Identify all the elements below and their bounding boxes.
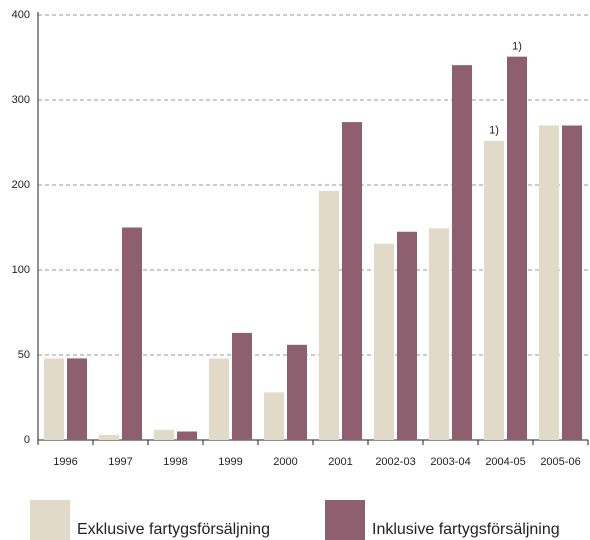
legend-swatch xyxy=(325,500,365,540)
bar xyxy=(177,431,197,440)
bar xyxy=(154,429,174,440)
bar xyxy=(319,190,339,440)
x-tick-label: 1998 xyxy=(163,456,187,468)
legend-swatch xyxy=(30,500,70,540)
bar xyxy=(539,125,559,440)
x-tick-label: 1999 xyxy=(218,456,242,468)
y-tick-label: 50 xyxy=(18,349,30,361)
x-tick-label: 2001 xyxy=(328,456,352,468)
bar xyxy=(374,243,394,440)
bar xyxy=(122,227,142,440)
bar xyxy=(507,56,527,441)
x-tick-label: 2002-03 xyxy=(375,456,415,468)
x-tick-label: 2005-06 xyxy=(540,456,580,468)
bar xyxy=(452,65,472,441)
bar xyxy=(44,358,64,440)
x-tick-label: 2004-05 xyxy=(485,456,525,468)
bar xyxy=(99,434,119,440)
bar xyxy=(429,228,449,440)
bar xyxy=(287,344,307,440)
legend-label: Inklusive fartygsförsäljning xyxy=(372,521,560,538)
bar xyxy=(562,125,582,440)
y-tick-label: 0 xyxy=(24,434,30,446)
x-tick-label: 2003-04 xyxy=(430,456,470,468)
bar xyxy=(264,392,284,440)
x-tick-label: 2000 xyxy=(273,456,297,468)
bar xyxy=(209,358,229,440)
y-tick-label: 300 xyxy=(12,94,30,106)
bar xyxy=(397,231,417,440)
bar xyxy=(232,332,252,440)
legend-label: Exklusive fartygsförsäljning xyxy=(77,521,270,538)
y-tick-label: 400 xyxy=(12,9,30,21)
bar xyxy=(67,358,87,440)
bar xyxy=(484,140,504,441)
y-tick-label: 200 xyxy=(12,179,30,191)
annotation: 1) xyxy=(512,41,522,53)
x-tick-label: 1997 xyxy=(108,456,132,468)
annotation: 1) xyxy=(489,125,499,137)
y-tick-label: 100 xyxy=(12,264,30,276)
x-tick-label: 1996 xyxy=(53,456,77,468)
bar xyxy=(342,122,362,440)
